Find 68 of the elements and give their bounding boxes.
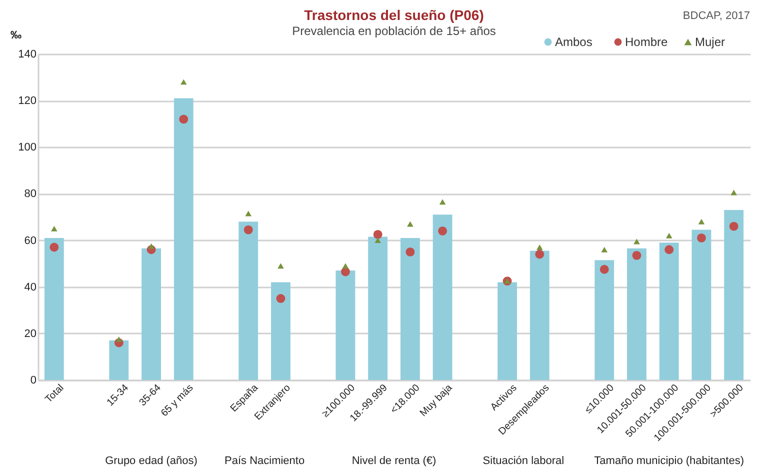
bar bbox=[174, 98, 194, 380]
y-tick-label: 40 bbox=[24, 281, 36, 294]
bar bbox=[659, 242, 679, 380]
point bbox=[342, 263, 349, 269]
point bbox=[374, 238, 381, 244]
y-tick-label: 140 bbox=[18, 48, 36, 60]
y-tick-label: 80 bbox=[24, 188, 36, 200]
bar bbox=[271, 282, 290, 380]
y-tick-label: 0 bbox=[30, 374, 36, 386]
point bbox=[116, 336, 122, 342]
bar bbox=[400, 238, 420, 380]
point bbox=[698, 218, 705, 224]
legend-label: Mujer bbox=[695, 35, 726, 49]
point bbox=[634, 238, 640, 244]
text: País Nacimiento bbox=[224, 455, 305, 467]
bar bbox=[692, 230, 712, 380]
point bbox=[664, 245, 674, 254]
bar bbox=[530, 250, 550, 380]
legend-label: Hombre bbox=[625, 35, 668, 49]
point bbox=[244, 225, 253, 234]
bar bbox=[336, 270, 356, 380]
text: Nivel de renta (€) bbox=[352, 455, 436, 467]
point bbox=[535, 250, 544, 259]
bar bbox=[238, 222, 258, 380]
bar bbox=[724, 210, 744, 380]
point bbox=[278, 263, 284, 269]
y-axis-title: ‰ bbox=[10, 30, 22, 42]
y-tick-label: 120 bbox=[18, 95, 36, 108]
point bbox=[438, 226, 448, 236]
point bbox=[406, 247, 415, 256]
text: Situación laboral bbox=[482, 455, 564, 467]
point bbox=[666, 232, 672, 238]
y-tick-label: 20 bbox=[24, 328, 36, 340]
point bbox=[373, 230, 382, 239]
point bbox=[276, 294, 286, 303]
point bbox=[601, 246, 608, 252]
chart-subtitle: Prevalencia en población de 15+ años bbox=[292, 24, 496, 38]
text: BDCAP, 2017 bbox=[682, 10, 750, 22]
chart-title: Trastornos del sueño (P06) bbox=[304, 7, 484, 23]
text: Grupo edad (años) bbox=[105, 455, 198, 467]
point bbox=[632, 250, 642, 260]
bar bbox=[432, 214, 452, 380]
y-tick-label: 100 bbox=[18, 142, 36, 154]
x-tick-label: 65 y más bbox=[159, 382, 196, 420]
point bbox=[600, 264, 609, 274]
point bbox=[180, 79, 187, 85]
bar bbox=[109, 340, 129, 380]
point bbox=[536, 244, 543, 250]
bar bbox=[627, 248, 646, 380]
y-tick-label: 60 bbox=[24, 234, 36, 247]
point bbox=[51, 226, 58, 232]
text: Tamaño municipio (habitantes) bbox=[594, 455, 744, 467]
point bbox=[407, 221, 414, 227]
point bbox=[729, 222, 738, 231]
point bbox=[245, 210, 252, 216]
legend-label: Ambos bbox=[555, 35, 592, 49]
bar bbox=[594, 260, 614, 380]
point bbox=[148, 243, 154, 249]
bar bbox=[368, 236, 388, 380]
point bbox=[179, 114, 188, 124]
bar bbox=[44, 238, 64, 380]
bar bbox=[498, 282, 517, 380]
bar bbox=[142, 248, 161, 380]
point bbox=[50, 242, 59, 252]
point bbox=[730, 190, 737, 196]
point bbox=[696, 233, 706, 242]
point bbox=[439, 199, 446, 205]
x-tick-label: Muy baja bbox=[418, 382, 455, 420]
